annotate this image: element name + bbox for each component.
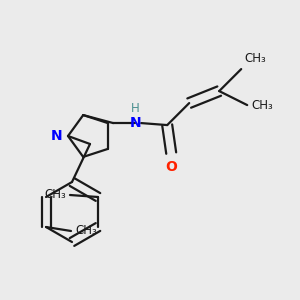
Text: H: H — [131, 102, 140, 115]
Text: CH₃: CH₃ — [75, 224, 97, 238]
Text: CH₃: CH₃ — [244, 52, 266, 65]
Text: O: O — [165, 160, 177, 174]
Text: CH₃: CH₃ — [251, 99, 273, 112]
Text: N: N — [129, 116, 141, 130]
Text: CH₃: CH₃ — [44, 188, 66, 202]
Text: N: N — [50, 129, 62, 143]
